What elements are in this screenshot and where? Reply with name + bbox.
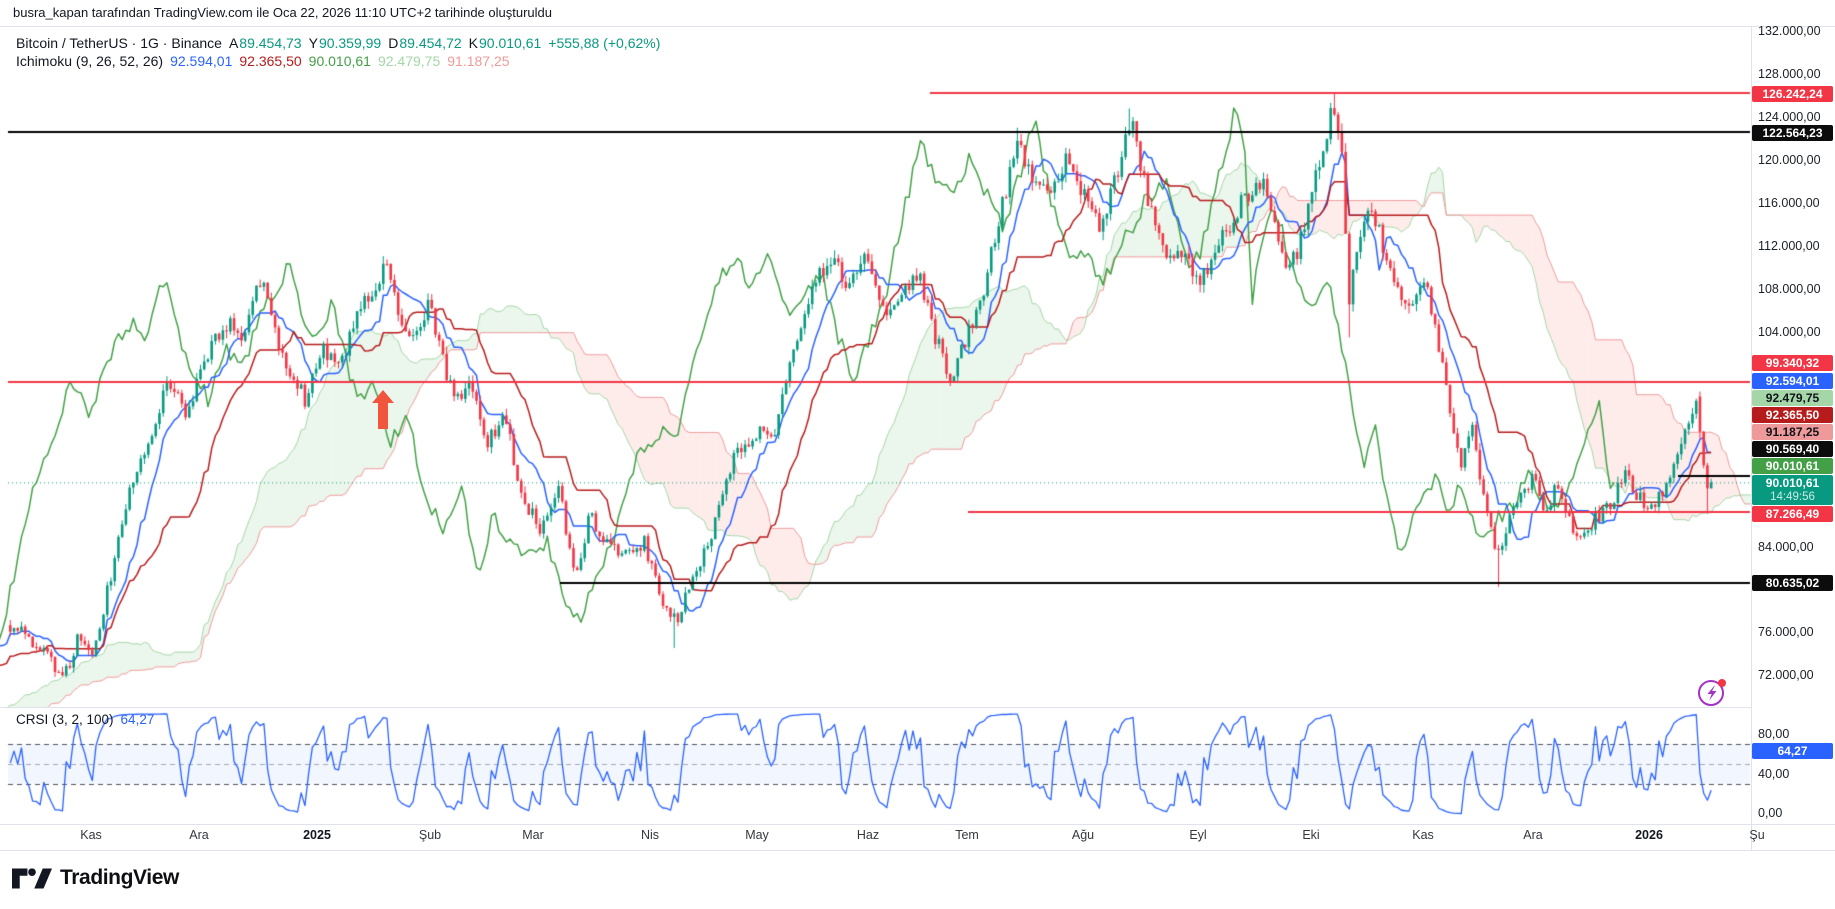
time-axis-label: 2025 [303,828,331,842]
ichimoku-chikou-value: 90.010,61 [308,53,371,69]
price-badge-value: 90.010,61 [1765,476,1820,490]
ohlc-high: Y90.359,99 [308,35,382,51]
price-tick-label: 104.000,00 [1758,325,1821,339]
price-badge-value: 126.242,24 [1762,87,1823,101]
price-tick-label: 124.000,00 [1758,110,1821,124]
price-badge: 122.564,23 [1752,125,1833,141]
time-axis-label: Kas [80,828,102,842]
lightning-bolt-icon [1707,685,1717,701]
price-tick-label: 112.000,00 [1758,239,1820,253]
price-badge: 90.010,61 14:49:56 [1752,475,1833,505]
panel-divider [0,707,1751,708]
price-badge-value: 91.187,25 [1765,425,1820,439]
price-badge: 92.479,75 [1752,390,1833,406]
ichimoku-senkou-b-value: 91.187,25 [447,53,510,69]
crsi-tick-label: 0,00 [1758,806,1783,820]
price-badge-value: 92.365,50 [1765,408,1820,422]
time-axis-label: Eki [1302,828,1320,842]
ichimoku-tenkan-value: 92.594,01 [170,53,233,69]
ichimoku-kijun-value: 92.365,50 [239,53,302,69]
tradingview-mark-icon [12,867,52,888]
price-badge-value: 92.594,01 [1765,374,1820,388]
tradingview-logo[interactable]: TradingView [12,866,179,890]
symbol-legend: Bitcoin / TetherUS · 1G · Binance A89.45… [16,35,660,51]
crsi-legend: CRSI (3, 2, 100) 64,27 [16,712,154,727]
ichimoku-legend: Ichimoku (9, 26, 52, 26) 92.594,01 92.36… [16,53,510,69]
change-value: +555,88 (+0,62%) [548,35,661,51]
ohlc-low: D89.454,72 [388,35,462,51]
header-attribution: busra_kapan tarafından TradingView.com i… [13,5,552,20]
price-badge-value: 92.479,75 [1765,391,1820,405]
time-axis-label: Ara [189,828,209,842]
price-badge-value: 122.564,23 [1762,126,1823,140]
crsi-value: 64,27 [120,712,155,727]
price-tick-label: 128.000,00 [1758,67,1821,81]
price-badge: 99.340,32 [1752,355,1833,371]
time-axis[interactable] [0,825,1835,851]
price-badge-value: 90.010,61 [1765,459,1820,473]
time-axis-label: Ara [1523,828,1543,842]
ichimoku-senkou-a-value: 92.479,75 [377,53,441,69]
time-axis-label: Şu [1749,828,1765,842]
time-axis-label: 2026 [1635,828,1663,842]
price-badge: 87.266,49 [1752,506,1833,522]
price-tick-label: 120.000,00 [1758,153,1821,167]
price-tick-label: 108.000,00 [1758,282,1821,296]
time-axis-label: Nis [640,828,660,842]
price-tick-label: 84.000,00 [1758,540,1814,554]
price-badge: 92.365,50 [1752,407,1833,423]
symbol-title: Bitcoin / TetherUS · 1G · Binance [16,35,222,51]
price-badge: 80.635,02 [1752,575,1833,591]
crsi-title: CRSI (3, 2, 100) [16,712,114,727]
ohlc-open: A89.454,73 [228,35,302,51]
time-axis-label: May [745,828,769,842]
notification-dot-icon [1718,679,1726,687]
header-divider [0,26,1835,27]
price-tick-label: 72.000,00 [1758,668,1814,682]
price-tick-label: 116.000,00 [1758,196,1820,210]
ichimoku-title: Ichimoku (9, 26, 52, 26) [16,53,164,69]
ohlc-close: K90.010,61 [468,35,542,51]
flash-circle-icon [1698,680,1724,706]
time-axis-top-divider [0,824,1835,825]
price-badge-value: 80.635,02 [1765,576,1820,590]
time-axis-label: Ağu [1071,828,1095,842]
crsi-tick-label: 80,00 [1758,727,1790,741]
crsi-tick-label: 40,00 [1758,767,1790,781]
price-badge: 90.569,40 [1752,441,1833,457]
time-axis-label: Haz [856,828,880,842]
time-axis-label: Tem [955,828,979,842]
time-axis-label: Şub [418,828,442,842]
time-axis-label: Kas [1412,828,1434,842]
price-axis-divider [1751,27,1752,851]
time-axis-label: Mar [522,828,544,842]
price-badge-value: 99.340,32 [1765,356,1820,370]
countdown-timer: 14:49:56 [1770,491,1815,503]
arrow-up-marker-icon [371,390,395,435]
flash-icon-button[interactable] [1695,675,1729,709]
price-badge: 91.187,25 [1752,424,1833,440]
price-tick-label: 132.000,00 [1758,24,1821,38]
price-tick-label: 76.000,00 [1758,625,1814,639]
price-badge: 90.010,61 [1752,458,1833,474]
price-badge-value: 87.266,49 [1765,507,1820,521]
price-chart-canvas[interactable] [0,0,1835,860]
tradingview-logo-text: TradingView [60,866,179,889]
time-axis-label: Eyl [1189,828,1207,842]
price-badge-value: 90.569,40 [1765,442,1820,456]
time-axis-bottom-divider [0,850,1835,851]
price-badge: 92.594,01 [1752,373,1833,389]
price-badge: 126.242,24 [1752,86,1833,102]
crsi-badge: 64,27 [1752,743,1833,759]
